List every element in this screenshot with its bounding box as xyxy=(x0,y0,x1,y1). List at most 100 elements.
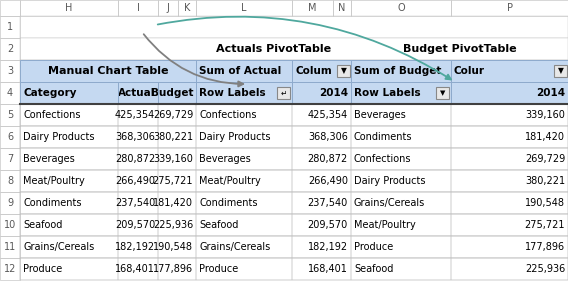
Text: 6: 6 xyxy=(7,132,13,142)
Bar xyxy=(451,148,568,170)
Text: Condiments: Condiments xyxy=(23,198,81,208)
Bar xyxy=(118,170,158,192)
Text: 182,192: 182,192 xyxy=(115,242,155,252)
Text: 237,540: 237,540 xyxy=(308,198,348,208)
Text: 181,420: 181,420 xyxy=(525,132,565,142)
Bar xyxy=(333,0,351,16)
Text: Confections: Confections xyxy=(354,154,411,164)
Text: 182,192: 182,192 xyxy=(308,242,348,252)
Bar xyxy=(451,104,568,126)
Text: 425,354: 425,354 xyxy=(308,110,348,120)
Text: ↵: ↵ xyxy=(281,88,287,98)
Bar xyxy=(20,170,118,192)
Bar xyxy=(0,170,20,192)
Bar xyxy=(20,126,568,148)
Bar xyxy=(158,82,196,104)
Bar xyxy=(158,104,196,126)
Bar xyxy=(351,60,451,82)
Bar xyxy=(0,148,20,170)
Text: 1: 1 xyxy=(7,22,13,32)
Bar xyxy=(20,148,118,170)
Text: 209,570: 209,570 xyxy=(308,220,348,230)
Text: 266,490: 266,490 xyxy=(308,176,348,186)
Bar xyxy=(292,148,351,170)
Text: Dairy Products: Dairy Products xyxy=(199,132,270,142)
Bar xyxy=(333,0,351,16)
Bar xyxy=(20,104,118,126)
Text: Condiments: Condiments xyxy=(199,198,257,208)
Text: Actual: Actual xyxy=(118,88,155,98)
Bar xyxy=(196,104,292,126)
Bar xyxy=(20,16,568,38)
Bar xyxy=(0,258,20,280)
Bar xyxy=(0,126,20,148)
Text: Manual Chart Table: Manual Chart Table xyxy=(48,66,168,76)
Bar xyxy=(196,60,292,82)
Text: L: L xyxy=(241,3,247,13)
Text: Produce: Produce xyxy=(354,242,393,252)
Bar xyxy=(20,214,568,236)
Bar xyxy=(351,148,451,170)
Bar xyxy=(451,214,568,236)
Text: Confections: Confections xyxy=(23,110,81,120)
Bar xyxy=(292,60,351,82)
Bar xyxy=(0,16,20,38)
Bar xyxy=(196,258,292,280)
Text: 266,490: 266,490 xyxy=(115,176,155,186)
Bar xyxy=(292,82,351,104)
Text: 339,160: 339,160 xyxy=(525,110,565,120)
Text: Budget: Budget xyxy=(151,88,193,98)
Text: 425,354: 425,354 xyxy=(115,110,155,120)
Bar xyxy=(0,0,20,16)
Text: 2014: 2014 xyxy=(319,88,348,98)
Bar xyxy=(158,214,196,236)
Bar xyxy=(0,192,20,214)
Bar xyxy=(196,236,292,258)
Text: Seafood: Seafood xyxy=(23,220,62,230)
Bar xyxy=(0,236,20,258)
Text: P: P xyxy=(507,3,512,13)
Text: 168,401: 168,401 xyxy=(115,264,155,274)
Bar xyxy=(20,126,118,148)
Text: 177,896: 177,896 xyxy=(153,264,193,274)
Bar xyxy=(0,236,20,258)
Text: Sum of Actual: Sum of Actual xyxy=(199,66,281,76)
Bar xyxy=(158,192,196,214)
Text: 9: 9 xyxy=(7,198,13,208)
Text: O: O xyxy=(397,3,405,13)
Bar xyxy=(20,214,118,236)
Text: Meat/Poultry: Meat/Poultry xyxy=(354,220,416,230)
Bar xyxy=(20,258,118,280)
Text: 10: 10 xyxy=(4,220,16,230)
Text: 11: 11 xyxy=(4,242,16,252)
Text: 225,936: 225,936 xyxy=(525,264,565,274)
Text: 225,936: 225,936 xyxy=(153,220,193,230)
Bar xyxy=(292,170,351,192)
Bar xyxy=(118,148,158,170)
Bar xyxy=(158,0,178,16)
Bar xyxy=(351,60,451,82)
Text: 237,540: 237,540 xyxy=(115,198,155,208)
Text: Beverages: Beverages xyxy=(199,154,250,164)
Text: 275,721: 275,721 xyxy=(152,176,193,186)
Text: Dairy Products: Dairy Products xyxy=(23,132,94,142)
Bar xyxy=(20,60,196,82)
Text: ▼: ▼ xyxy=(341,66,346,76)
Bar xyxy=(292,82,351,104)
Bar xyxy=(0,214,20,236)
Bar xyxy=(20,0,118,16)
Text: 209,570: 209,570 xyxy=(115,220,155,230)
Text: ▼: ▼ xyxy=(440,90,445,96)
Bar xyxy=(0,214,20,236)
Bar xyxy=(451,258,568,280)
Bar xyxy=(0,104,20,126)
Bar xyxy=(0,104,20,126)
Bar xyxy=(118,126,158,148)
Bar xyxy=(196,82,292,104)
Bar xyxy=(292,126,351,148)
Bar xyxy=(451,82,568,104)
Bar xyxy=(351,0,451,16)
Text: 190,548: 190,548 xyxy=(525,198,565,208)
Text: Row Labels: Row Labels xyxy=(199,88,266,98)
Bar xyxy=(20,82,568,104)
